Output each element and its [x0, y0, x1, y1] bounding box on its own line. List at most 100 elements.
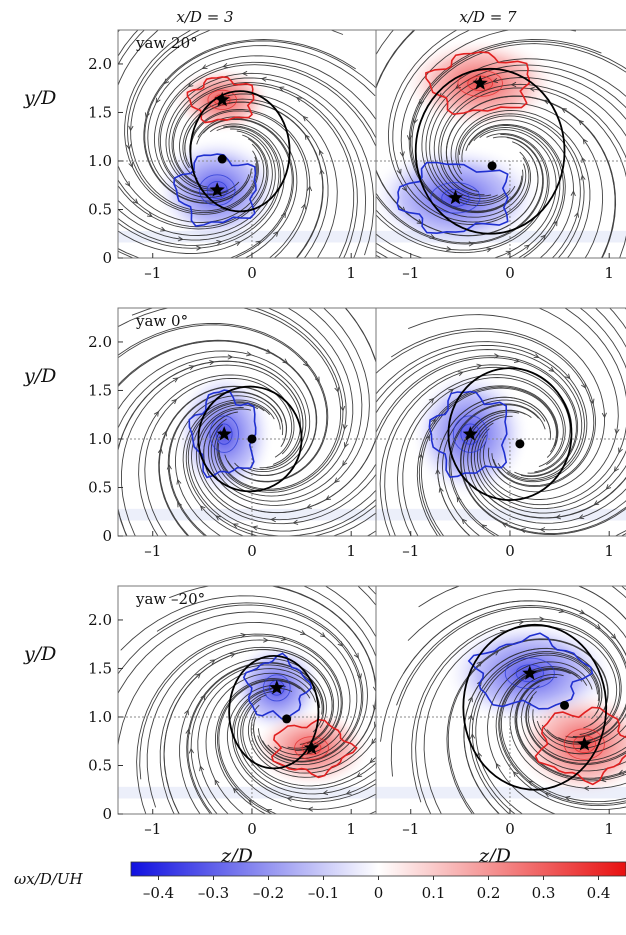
streamline-arrow — [578, 514, 585, 520]
vortex-inner-contour — [504, 657, 555, 690]
streamline-arrow — [524, 244, 530, 250]
streamline-arrow — [581, 382, 586, 389]
vortex-center-star — [209, 182, 225, 197]
streamline — [487, 661, 593, 814]
colorbar-tick-label: –0.2 — [253, 884, 284, 902]
streamline-arrow — [303, 361, 309, 367]
x-tick-label: 1 — [604, 820, 614, 838]
streamline — [442, 399, 546, 536]
streamline — [118, 118, 294, 258]
streamline — [118, 30, 269, 230]
vortex-center-star — [216, 426, 232, 441]
bottom-band — [376, 508, 626, 521]
streamline-arrow — [613, 466, 620, 473]
streamline-arrow — [428, 397, 435, 404]
vortex-contour-negative — [173, 153, 257, 227]
streamline-arrow — [548, 366, 555, 373]
streamline-arrow — [282, 358, 289, 364]
x-tick-label: 0 — [505, 820, 515, 838]
streamline — [242, 586, 376, 787]
streamline — [118, 322, 329, 483]
streamline-arrow — [518, 619, 525, 625]
streamline-arrow — [540, 234, 546, 241]
streamline — [429, 70, 626, 202]
streamline — [376, 127, 561, 258]
streamline-arrow — [448, 388, 455, 394]
streamline — [433, 77, 626, 200]
vortex-inner-contour — [207, 89, 237, 110]
streamline — [515, 679, 626, 780]
wake-outline — [189, 90, 291, 213]
streamline-arrow — [593, 500, 600, 506]
streamline — [376, 136, 544, 245]
streamline-arrow — [128, 125, 134, 132]
panel-frame — [375, 307, 626, 537]
streamline — [376, 30, 544, 244]
streamline-arrow — [273, 231, 279, 237]
streamlines — [380, 586, 626, 814]
streamline-arrow — [469, 733, 476, 739]
colorbar-tick-label: 0.2 — [477, 884, 501, 902]
vortex-contour-negative — [467, 632, 594, 710]
streamline — [146, 639, 339, 808]
streamline-arrow — [132, 198, 139, 205]
streamline — [159, 64, 376, 195]
x-tick-label: 1 — [346, 264, 356, 282]
streamline — [158, 386, 287, 536]
streamline-arrow — [601, 412, 607, 419]
streamline-arrow — [286, 796, 293, 802]
streamline — [118, 350, 311, 473]
streamline — [463, 647, 603, 814]
panel-yaw0-x3: yaw 0° –1 0 1 0 0.5 1.0 1.5 2.0 y/D — [23, 307, 377, 560]
vortex-contour-negative — [396, 161, 509, 235]
streamline — [153, 55, 376, 198]
streamline — [165, 72, 375, 256]
streamline-arrow — [476, 363, 483, 369]
streamline — [521, 685, 626, 772]
streamline — [446, 638, 609, 814]
streamline — [147, 45, 376, 202]
vortex-center-star — [462, 426, 478, 441]
streamline — [187, 402, 376, 536]
streamline-arrow — [371, 738, 376, 745]
streamline-arrow — [320, 632, 326, 638]
bottom-band — [118, 786, 376, 799]
y-tick-label: 1.5 — [88, 103, 112, 121]
streamline — [136, 633, 343, 814]
column-title-x3: x/D = 3 — [176, 8, 233, 26]
streamline — [217, 679, 376, 814]
streamline-arrow — [222, 63, 229, 69]
streamline-arrow — [232, 787, 239, 794]
streamline — [376, 341, 588, 483]
streamline-arrow — [353, 652, 359, 659]
panel-label-yaw20: yaw 20° — [135, 34, 198, 52]
streamline — [231, 687, 376, 803]
colorbar-tick-label: 0 — [374, 884, 384, 902]
panel-yawm20-x7: –1 0 1 z/D — [375, 585, 626, 867]
streamline — [130, 30, 344, 212]
streamline-arrow — [401, 185, 408, 192]
streamline — [376, 330, 595, 487]
streamline — [470, 308, 626, 519]
vortex-inner-contour — [215, 423, 233, 445]
x-tick-label: –1 — [402, 264, 419, 282]
y-tick-label: 2.0 — [88, 611, 112, 629]
panel-frame — [375, 585, 626, 815]
streamline-arrow — [564, 795, 571, 801]
streamline — [376, 129, 557, 258]
streamline-arrow — [177, 501, 183, 508]
streamline-arrow — [494, 353, 500, 359]
vortex-inner-contour — [515, 664, 544, 683]
vortex-contour-positive — [186, 76, 255, 124]
streamline — [167, 391, 283, 536]
streamline — [376, 125, 564, 258]
y-tick-label: 0 — [102, 527, 112, 545]
vortex-center-star — [303, 740, 320, 755]
streamline-arrow — [281, 212, 286, 219]
streamline-arrow — [125, 181, 131, 187]
streamline — [384, 366, 571, 536]
streamline — [179, 657, 327, 814]
streamline-arrow — [583, 785, 590, 791]
streamline-arrow — [476, 661, 483, 667]
streamline-arrow — [241, 70, 248, 77]
